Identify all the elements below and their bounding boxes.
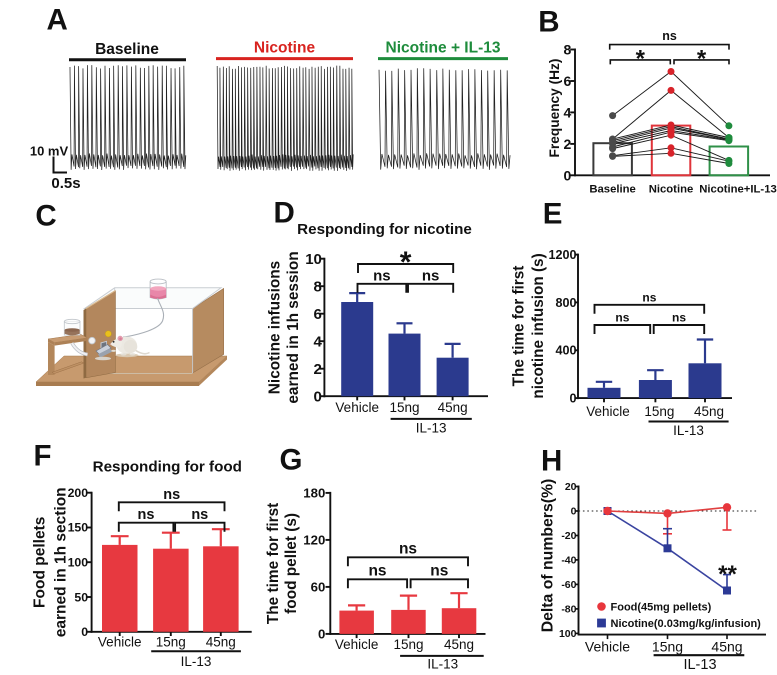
svg-text:E: E	[543, 197, 563, 230]
svg-text:Vehicle: Vehicle	[586, 404, 630, 419]
svg-text:Vehicle: Vehicle	[335, 637, 379, 652]
svg-text:ns: ns	[662, 29, 677, 43]
svg-text:100: 100	[559, 628, 577, 640]
svg-text:The time for first: The time for first	[511, 266, 528, 387]
svg-text:Nicotine: Nicotine	[649, 183, 694, 195]
svg-text:**: **	[718, 561, 737, 588]
svg-text:150: 150	[68, 521, 89, 535]
svg-text:D: D	[274, 196, 295, 229]
svg-text:G: G	[280, 444, 303, 477]
svg-text:-20: -20	[561, 530, 576, 542]
svg-text:0: 0	[564, 167, 572, 183]
svg-text:20: 20	[565, 481, 577, 493]
svg-text:H: H	[541, 444, 562, 477]
svg-text:*: *	[697, 46, 707, 73]
svg-text:Vehicle: Vehicle	[585, 639, 630, 655]
svg-text:earned in 1h session: earned in 1h session	[285, 251, 302, 403]
svg-text:*: *	[636, 46, 646, 73]
svg-text:Nicotine+IL-13: Nicotine+IL-13	[699, 183, 777, 195]
svg-text:The time for first: The time for first	[265, 503, 282, 624]
svg-text:ns: ns	[642, 290, 656, 304]
svg-text:ns: ns	[615, 311, 629, 325]
svg-text:15ng: 15ng	[156, 635, 186, 650]
svg-text:8: 8	[564, 42, 572, 58]
svg-text:ns: ns	[373, 268, 391, 285]
svg-text:Responding for nicotine: Responding for nicotine	[297, 221, 472, 238]
svg-text:A: A	[47, 4, 68, 37]
svg-text:4: 4	[314, 333, 323, 350]
svg-text:Food pellets: Food pellets	[32, 517, 49, 608]
svg-text:10 mV: 10 mV	[30, 144, 69, 159]
svg-text:200: 200	[68, 486, 89, 500]
svg-text:ns: ns	[399, 541, 417, 558]
svg-text:Nicotine: Nicotine	[254, 40, 316, 57]
svg-text:-40: -40	[561, 555, 576, 567]
svg-text:IL-13: IL-13	[673, 423, 704, 438]
svg-text:-60: -60	[561, 579, 576, 591]
svg-text:IL-13: IL-13	[683, 657, 716, 673]
svg-text:0: 0	[569, 391, 576, 405]
svg-text:100: 100	[68, 556, 89, 570]
svg-text:45ng: 45ng	[711, 639, 742, 655]
svg-text:ns: ns	[138, 507, 155, 523]
svg-text:food pellet (s): food pellet (s)	[283, 513, 300, 614]
svg-text:Food(45mg pellets): Food(45mg pellets)	[611, 602, 712, 614]
svg-text:-80: -80	[561, 604, 576, 616]
svg-text:2: 2	[564, 136, 572, 152]
svg-text:0: 0	[81, 625, 88, 639]
svg-text:800: 800	[555, 296, 576, 310]
svg-text:15ng: 15ng	[652, 639, 683, 655]
svg-text:ns: ns	[163, 487, 180, 503]
svg-text:120: 120	[303, 533, 325, 548]
svg-text:6: 6	[314, 306, 322, 323]
svg-text:45ng: 45ng	[438, 400, 468, 415]
svg-text:F: F	[34, 440, 52, 473]
svg-text:0: 0	[571, 506, 577, 518]
svg-text:Nicotine(0.03mg/kg/infusion): Nicotine(0.03mg/kg/infusion)	[611, 618, 762, 630]
svg-text:0: 0	[318, 627, 325, 642]
svg-text:nicotine infusion (s): nicotine infusion (s)	[530, 253, 547, 398]
svg-text:400: 400	[555, 344, 576, 358]
svg-text:earned in 1h section: earned in 1h section	[53, 487, 70, 637]
svg-text:*: *	[400, 246, 412, 279]
svg-text:15ng: 15ng	[393, 637, 423, 652]
svg-text:10: 10	[305, 251, 322, 268]
svg-text:ns: ns	[368, 563, 386, 580]
svg-text:0: 0	[314, 388, 322, 405]
svg-text:Delta of numbers(%): Delta of numbers(%)	[540, 479, 557, 633]
svg-text:8: 8	[314, 278, 322, 295]
svg-text:ns: ns	[430, 563, 448, 580]
svg-text:B: B	[538, 5, 559, 38]
svg-text:ns: ns	[672, 311, 686, 325]
svg-text:Baseline: Baseline	[589, 183, 635, 195]
svg-text:15ng: 15ng	[389, 400, 419, 415]
svg-text:IL-13: IL-13	[181, 654, 212, 669]
svg-text:0.5s: 0.5s	[51, 175, 80, 192]
svg-text:Nicotine + IL-13: Nicotine + IL-13	[386, 40, 501, 57]
svg-text:Baseline: Baseline	[95, 41, 159, 58]
svg-text:Nicotine infusions: Nicotine infusions	[267, 261, 284, 394]
svg-text:IL-13: IL-13	[427, 657, 458, 672]
svg-text:IL-13: IL-13	[416, 421, 447, 436]
svg-text:Vehicle: Vehicle	[335, 400, 379, 415]
svg-text:ns: ns	[191, 507, 208, 523]
svg-text:Responding for food: Responding for food	[93, 459, 242, 476]
svg-text:180: 180	[303, 486, 325, 501]
svg-text:15ng: 15ng	[644, 404, 674, 419]
svg-text:45ng: 45ng	[444, 637, 474, 652]
svg-text:45ng: 45ng	[206, 635, 236, 650]
svg-text:60: 60	[311, 580, 326, 595]
svg-text:1200: 1200	[548, 248, 576, 262]
svg-text:45ng: 45ng	[694, 404, 724, 419]
svg-text:50: 50	[74, 590, 88, 604]
svg-text:2: 2	[314, 361, 322, 378]
svg-text:ns: ns	[422, 268, 440, 285]
svg-text:C: C	[35, 200, 56, 233]
svg-text:6: 6	[564, 73, 572, 89]
svg-text:4: 4	[564, 104, 572, 120]
svg-text:Frequency (Hz): Frequency (Hz)	[547, 59, 562, 158]
svg-text:Vehicle: Vehicle	[98, 635, 142, 650]
